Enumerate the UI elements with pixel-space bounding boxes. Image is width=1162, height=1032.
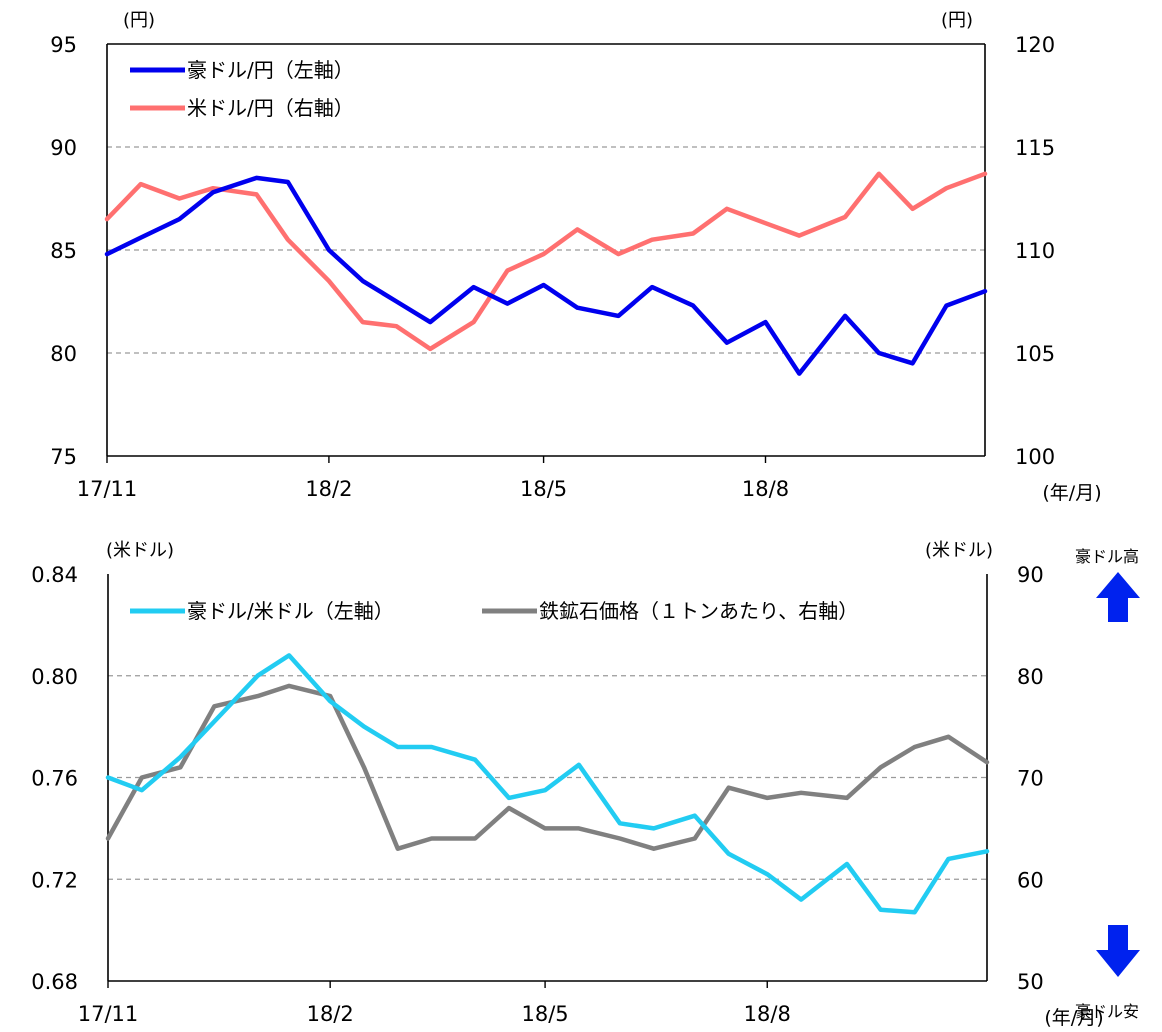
x-tick-label: 18/5 xyxy=(521,1002,568,1026)
y-left-unit: (円) xyxy=(123,10,155,31)
x-tick-label: 18/8 xyxy=(744,1002,791,1026)
legend-label: 豪ドル/円（左軸） xyxy=(187,58,354,82)
x-axis-unit: (年/月) xyxy=(1044,1007,1103,1029)
y-left-tick-label: 85 xyxy=(50,239,77,263)
series-line xyxy=(105,653,990,915)
y-right-tick-label: 110 xyxy=(1015,239,1055,263)
up-label: 豪ドル高 xyxy=(1075,547,1140,566)
x-axis-unit: (年/月) xyxy=(1042,482,1101,504)
chart-bottom-usd: 17/11 18/2 18/5 18/8 (年/月) 0.84 0.80 0.76 0.72 0.… xyxy=(31,540,1103,1029)
y-right-unit: (円) xyxy=(941,10,973,31)
y-left-tick-label: 0.72 xyxy=(31,868,78,892)
x-tick-label: 18/5 xyxy=(520,477,567,501)
series-line xyxy=(105,683,990,851)
y-left-tick-label: 0.84 xyxy=(31,563,78,587)
down-label: 豪ドル安 xyxy=(1075,1002,1140,1021)
y-left-tick-label: 80 xyxy=(50,342,77,366)
y-right-unit: (米ドル) xyxy=(925,540,993,561)
y-right-tick-label: 60 xyxy=(1017,868,1044,892)
y-left-tick-label: 95 xyxy=(50,33,77,57)
arrow-down-icon xyxy=(1096,925,1140,977)
y-left-tick-label: 0.68 xyxy=(31,970,78,994)
legend-label: 鉄鉱石価格（１トンあたり、右軸） xyxy=(539,599,858,623)
y-right-tick-label: 80 xyxy=(1017,665,1044,689)
y-right-tick-label: 105 xyxy=(1015,342,1055,366)
side-arrows xyxy=(1096,572,1140,977)
y-right-tick-label: 70 xyxy=(1017,767,1044,791)
y-right-tick-label: 90 xyxy=(1017,563,1044,587)
legend-label: 豪ドル/米ドル（左軸） xyxy=(187,599,394,623)
x-tick-label: 18/2 xyxy=(307,1002,354,1026)
chart-top-yen: 17/11 18/2 18/5 18/8 (年/月) 95 90 85 80 75 120 115 11… xyxy=(50,10,1101,504)
x-tick-label: 18/2 xyxy=(305,477,352,501)
y-right-tick-label: 115 xyxy=(1015,136,1055,160)
y-right-tick-label: 120 xyxy=(1015,33,1055,57)
y-left-unit: (米ドル) xyxy=(106,540,174,561)
series-line xyxy=(104,171,988,352)
y-right-tick-label: 50 xyxy=(1017,970,1044,994)
x-tick-label: 17/11 xyxy=(77,477,138,501)
y-left-tick-label: 0.76 xyxy=(31,767,78,791)
y-left-tick-label: 90 xyxy=(50,136,77,160)
y-right-tick-label: 100 xyxy=(1015,445,1055,469)
y-left-tick-label: 75 xyxy=(50,445,77,469)
series-line xyxy=(104,175,988,376)
arrow-up-icon xyxy=(1096,572,1140,622)
x-tick-label: 18/8 xyxy=(742,477,789,501)
x-tick-label: 17/11 xyxy=(78,1002,139,1026)
y-left-tick-label: 0.80 xyxy=(31,665,78,689)
legend-label: 米ドル/円（右軸） xyxy=(187,96,354,120)
